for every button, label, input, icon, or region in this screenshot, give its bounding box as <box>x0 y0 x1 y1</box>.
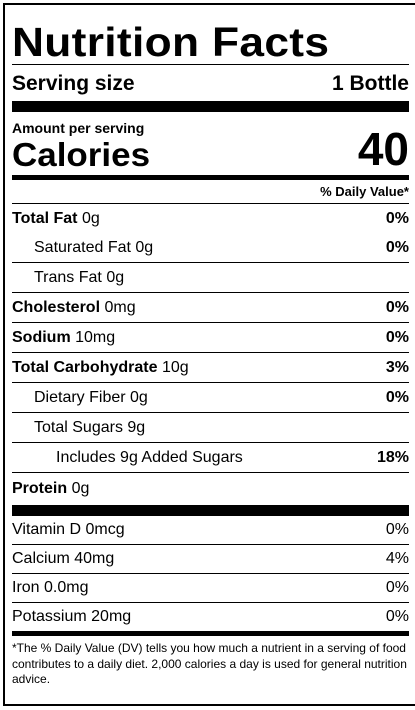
vitamin-dv: 0% <box>385 521 409 538</box>
nutrient-row-added-sugars: Includes 9g Added Sugars 18% <box>12 442 409 472</box>
label-title: Nutrition Facts <box>12 19 330 65</box>
divider <box>12 64 409 65</box>
nutrient-amount: 0g <box>130 388 148 406</box>
serving-size-value: 1 Bottle <box>331 72 409 95</box>
nutrient-row-trans-fat: Trans Fat 0g <box>12 262 409 292</box>
vitamin-dv: 0% <box>385 579 409 596</box>
nutrient-amount: 10mg <box>75 328 116 346</box>
vitamin-row-potassium: Potassium 20mg 0% <box>12 602 409 631</box>
nutrient-dv: 3% <box>385 358 409 376</box>
nutrient-name: Total Sugars <box>34 418 123 436</box>
nutrient-name: Total Fat <box>12 209 78 227</box>
nutrient-amount: 0g <box>135 238 154 256</box>
nutrient-amount: 10g <box>161 358 189 376</box>
nutrient-row-total-carbohydrate: Total Carbohydrate 10g 3% <box>12 352 409 382</box>
vitamin-name: Iron <box>12 579 40 596</box>
nutrient-name: Dietary Fiber <box>34 388 126 406</box>
nutrient-name: Total Carbohydrate <box>12 358 158 376</box>
vitamin-row-vitamin-d: Vitamin D 0mcg 0% <box>12 516 409 544</box>
divider-thick <box>12 101 409 112</box>
nutrient-amount: 9g <box>127 418 146 436</box>
nutrient-name: Sodium <box>12 328 71 346</box>
nutrient-row-cholesterol: Cholesterol 0mg 0% <box>12 292 409 322</box>
nutrient-row-total-fat: Total Fat 0g 0% <box>12 203 409 233</box>
nutrient-row-saturated-fat: Saturated Fat 0g 0% <box>12 233 409 262</box>
serving-size-label: Serving size <box>12 72 135 95</box>
vitamin-name: Potassium <box>12 608 87 625</box>
nutrient-amount: 0g <box>71 480 90 497</box>
nutrient-amount: 0g <box>106 268 125 286</box>
nutrient-name: Saturated Fat <box>34 238 131 256</box>
vitamin-dv: 0% <box>385 608 409 625</box>
nutrient-name: Cholesterol <box>12 298 101 316</box>
divider-medium <box>12 631 409 636</box>
vitamin-amount: 0mcg <box>85 521 125 538</box>
nutrient-name: Includes 9g Added Sugars <box>56 448 243 466</box>
daily-value-header: % Daily Value* <box>320 184 409 199</box>
divider-thick <box>12 505 409 516</box>
vitamin-list: Vitamin D 0mcg 0% Calcium 40mg 4% Iron 0… <box>12 516 409 631</box>
vitamin-row-iron: Iron 0.0mg 0% <box>12 573 409 602</box>
amount-per-serving: Amount per serving <box>12 120 145 136</box>
nutrient-amount: 0g <box>81 209 100 227</box>
nutrient-dv: 0% <box>385 238 409 256</box>
calories-label: Calories <box>12 136 151 173</box>
vitamin-amount: 40mg <box>74 550 115 567</box>
daily-value-footnote: *The % Daily Value (DV) tells you how mu… <box>12 641 407 686</box>
calories-value: 40 <box>357 123 409 175</box>
nutrient-dv: 0% <box>385 328 409 346</box>
vitamin-dv: 4% <box>385 550 409 567</box>
nutrient-amount: 0mg <box>104 298 136 316</box>
nutrient-list: Total Fat 0g 0% Saturated Fat 0g 0% Tran… <box>12 203 409 505</box>
serving-size-row: Serving size 1 Bottle <box>12 67 409 101</box>
nutrient-row-sodium: Sodium 10mg 0% <box>12 322 409 352</box>
nutrient-name: Trans Fat <box>34 268 102 286</box>
nutrient-dv: 0% <box>385 209 409 227</box>
nutrient-row-total-sugars: Total Sugars 9g <box>12 412 409 442</box>
nutrient-row-dietary-fiber: Dietary Fiber 0g 0% <box>12 382 409 412</box>
nutrient-dv: 18% <box>376 448 409 466</box>
vitamin-amount: 20mg <box>91 608 132 625</box>
nutrient-row-protein: Protein 0g <box>12 472 409 505</box>
calories-block: Amount per serving Calories 40 <box>12 112 409 175</box>
vitamin-name: Vitamin D <box>12 521 82 538</box>
vitamin-name: Calcium <box>12 550 70 567</box>
vitamin-row-calcium: Calcium 40mg 4% <box>12 544 409 573</box>
vitamin-amount: 0.0mg <box>44 579 89 596</box>
nutrient-dv: 0% <box>385 388 409 406</box>
nutrition-facts-label: Nutrition Facts Serving size 1 Bottle Am… <box>3 3 415 706</box>
divider-medium <box>12 175 409 180</box>
nutrient-dv: 0% <box>385 298 409 316</box>
nutrient-name: Protein <box>12 480 68 497</box>
